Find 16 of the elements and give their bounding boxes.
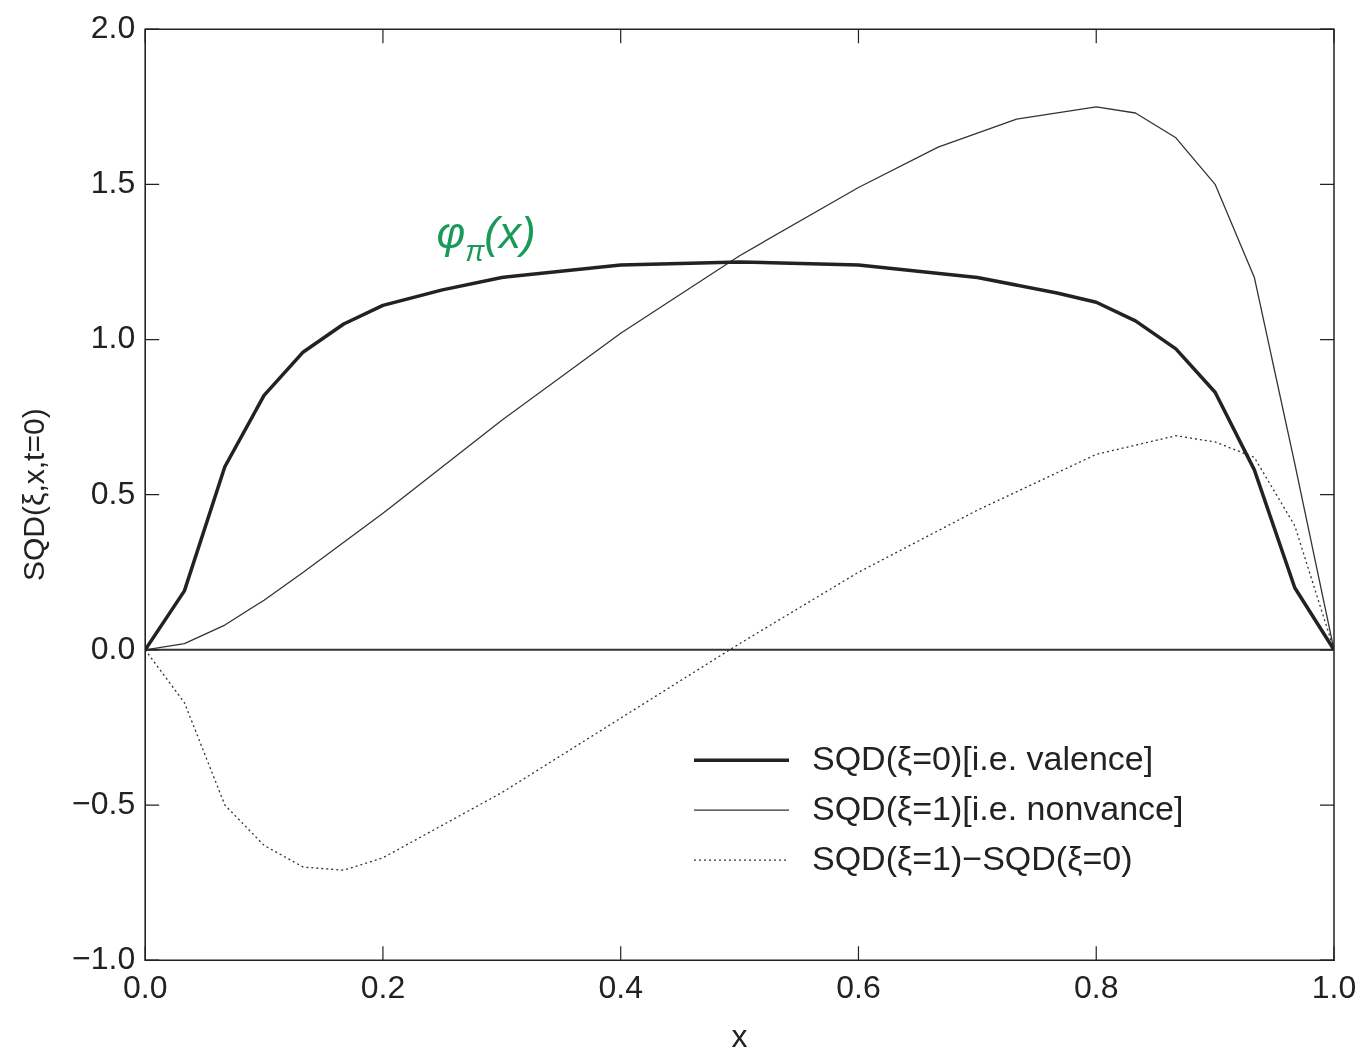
x-tick-label: 0.2 [360, 969, 406, 1006]
legend-label: SQD(ξ=1)−SQD(ξ=0) [812, 838, 1133, 877]
legend-label: SQD(ξ=0)[i.e. valence] [812, 738, 1154, 777]
y-tick-label: 0.0 [90, 629, 136, 666]
y-tick-label: 1.5 [90, 164, 136, 201]
y-tick-label: 2.0 [90, 9, 136, 46]
y-tick-label: 1.0 [90, 319, 136, 356]
y-tick-label: 0.5 [90, 474, 136, 511]
x-tick-label: 0.8 [1073, 969, 1119, 1006]
x-axis-title: x [731, 1017, 748, 1054]
x-tick-label: 0.6 [836, 969, 881, 1006]
y-tick-label: −0.5 [72, 784, 136, 821]
x-tick-label: 1.0 [1311, 969, 1357, 1006]
x-tick-label: 0.4 [598, 969, 643, 1006]
legend-label: SQD(ξ=1)[i.e. nonvance] [812, 788, 1184, 827]
y-axis-title: SQD(ξ,x,t=0) [17, 408, 51, 582]
